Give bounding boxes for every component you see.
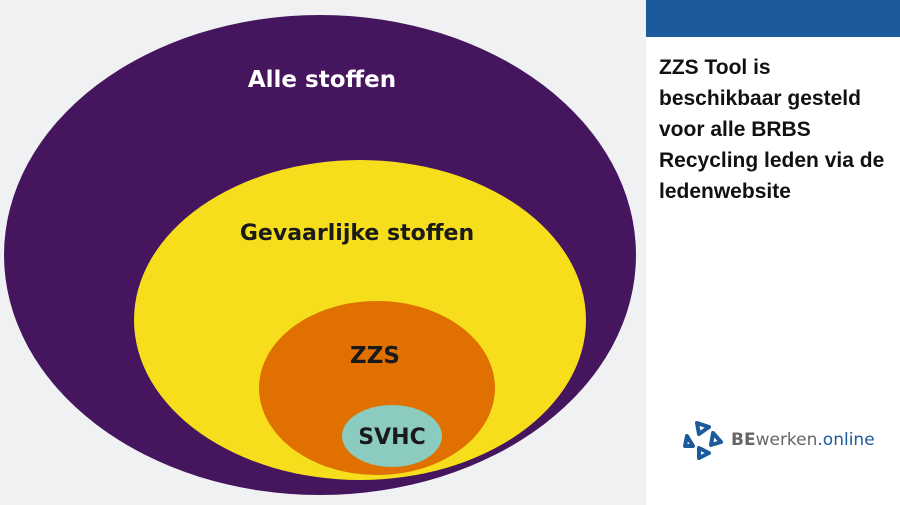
logo-arrows-icon: [683, 421, 723, 460]
logo-part-online: .online: [817, 430, 875, 450]
bewerken-logo: BEwerken.online: [683, 420, 875, 460]
label-svhc: SVHC: [358, 425, 425, 450]
ellipse-svhc: [342, 405, 442, 467]
label-zzs: ZZS: [350, 343, 400, 369]
label-gevaarlijke-stoffen: Gevaarlijke stoffen: [240, 221, 474, 246]
logo-text: BEwerken.online: [731, 430, 875, 450]
nested-ellipse-diagram: Alle stoffen Gevaarlijke stoffen ZZS SVH…: [4, 15, 636, 495]
logo-part-be: BE: [731, 430, 756, 450]
label-alle-stoffen: Alle stoffen: [248, 67, 396, 93]
accent-bar: [646, 0, 900, 37]
announcement-text: ZZS Tool is beschikbaar gesteld voor all…: [659, 56, 885, 203]
logo-part-werken: werken: [755, 430, 818, 450]
diagram-panel: Alle stoffen Gevaarlijke stoffen ZZS SVH…: [0, 0, 646, 505]
